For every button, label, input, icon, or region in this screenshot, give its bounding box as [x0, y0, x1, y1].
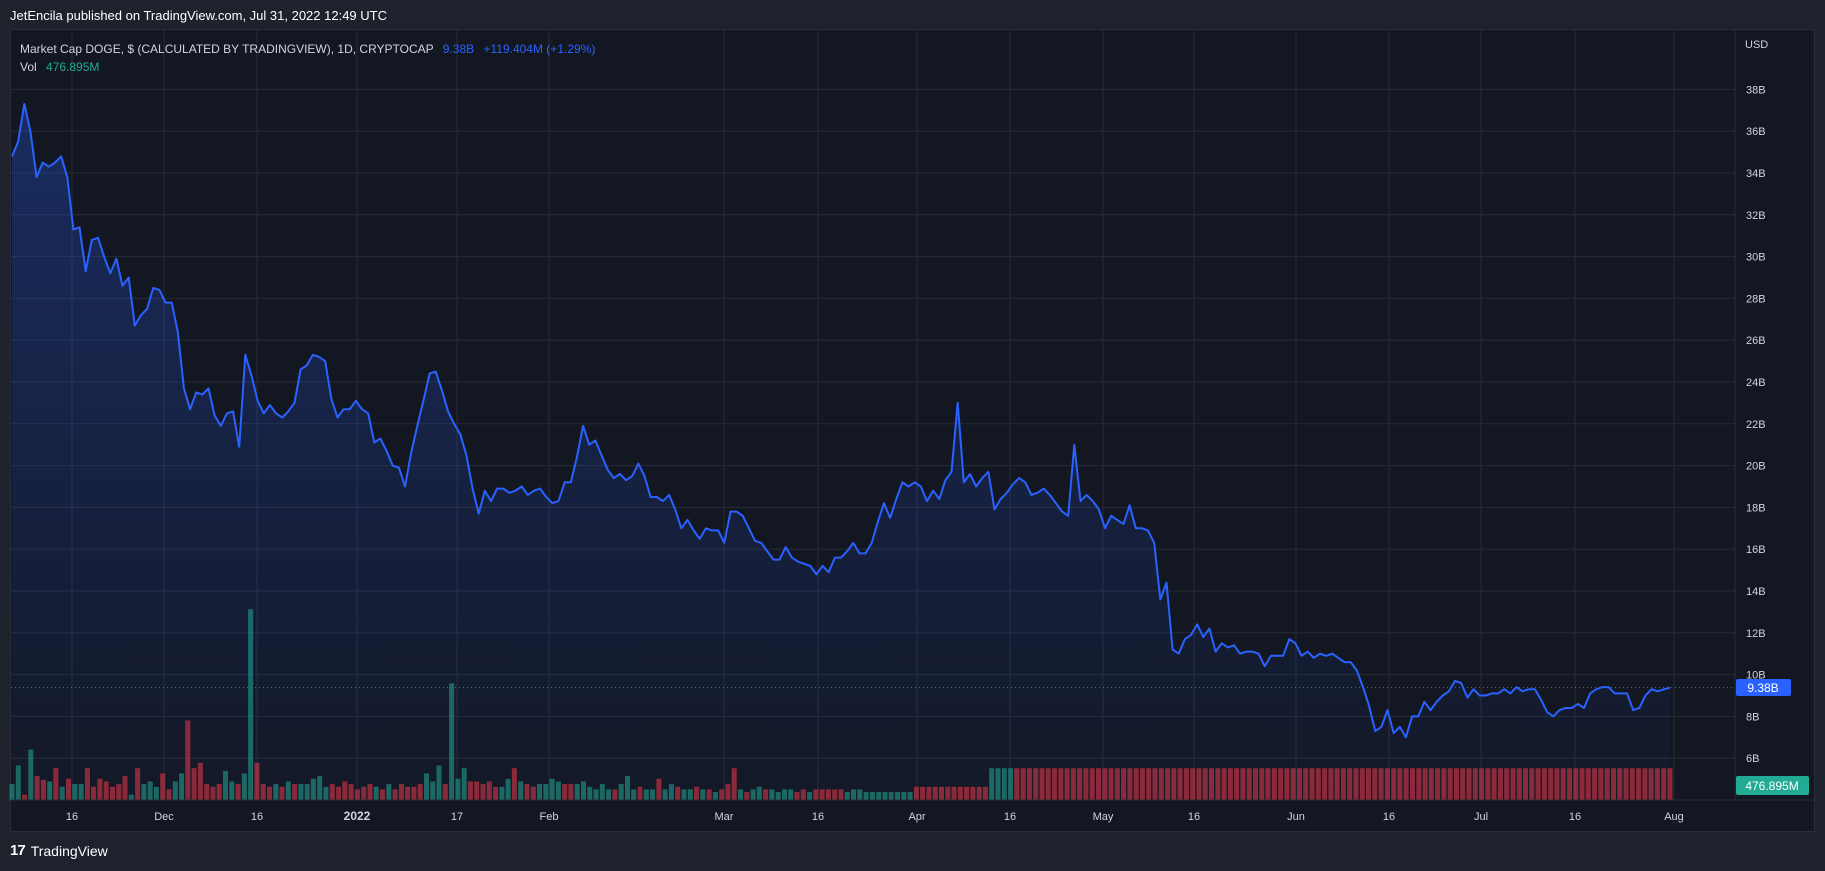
price-tick-label: 34B: [1746, 168, 1766, 180]
time-tick-label: 17: [451, 811, 463, 823]
time-tick-label: 16: [1569, 811, 1581, 823]
price-scale: 6B 8B 10B 12B 14B 16B 18B 20B 22B 24B 26B 28B 30B 32B…: [1746, 84, 1766, 765]
price-tick-label: 30B: [1746, 252, 1766, 264]
area-fill: [12, 104, 1670, 800]
time-tick-label: 16: [812, 811, 824, 823]
price-tick-label: 8B: [1746, 711, 1759, 723]
time-tick-label: Apr: [908, 811, 925, 823]
time-tick-label: 16: [1188, 811, 1200, 823]
price-tick-label: 18B: [1746, 502, 1766, 514]
last-volume-label: 476.895M: [1745, 779, 1798, 793]
last-volume-badge: 476.895M: [1736, 776, 1809, 795]
price-tick-label: 26B: [1746, 335, 1766, 347]
time-tick-label: May: [1093, 811, 1114, 823]
price-tick-label: 38B: [1746, 84, 1766, 96]
last-price-label: 9.38B: [1747, 681, 1778, 695]
currency-label: USD: [1745, 39, 1768, 51]
time-tick-label: Jul: [1474, 811, 1488, 823]
published-by-text: JetEncila published on TradingView.com, …: [10, 8, 387, 23]
price-tick-label: 20B: [1746, 461, 1766, 473]
time-scale: 16 Dec 16 2022 17 Feb Mar 16 Apr 16 May 16 Jun 16 Jul 1…: [66, 809, 1684, 823]
time-tick-label: 16: [251, 811, 263, 823]
price-tick-label: 6B: [1746, 753, 1759, 765]
price-tick-label: 36B: [1746, 126, 1766, 138]
price-tick-label: 12B: [1746, 628, 1766, 640]
price-tick-label: 10B: [1746, 670, 1766, 682]
footer-brand[interactable]: 17 TradingView: [10, 842, 108, 859]
time-tick-label: 2022: [344, 809, 371, 823]
time-tick-label: Mar: [715, 811, 734, 823]
price-tick-label: 32B: [1746, 210, 1766, 222]
price-tick-label: 28B: [1746, 293, 1766, 305]
last-price-badge: 9.38B: [1736, 679, 1791, 696]
time-tick-label: 16: [1383, 811, 1395, 823]
tradingview-logo-icon: 17: [10, 842, 26, 859]
price-tick-label: 16B: [1746, 544, 1766, 556]
chart-legend: Market Cap DOGE, $ (CALCULATED BY TRADIN…: [20, 40, 595, 76]
price-tick-label: 14B: [1746, 586, 1766, 598]
price-tick-label: 22B: [1746, 419, 1766, 431]
time-tick-label: Dec: [154, 811, 174, 823]
market-cap-line: [11, 103, 1671, 739]
volume-value: 476.895M: [46, 60, 100, 74]
time-tick-label: 16: [1004, 811, 1016, 823]
volume-title[interactable]: Vol: [20, 60, 37, 74]
symbol-title[interactable]: Market Cap DOGE, $ (CALCULATED BY TRADIN…: [20, 42, 434, 56]
symbol-row: Market Cap DOGE, $ (CALCULATED BY TRADIN…: [20, 40, 595, 58]
price-tick-label: 24B: [1746, 377, 1766, 389]
brand-name: TradingView: [30, 842, 108, 859]
time-tick-label: Aug: [1664, 811, 1684, 823]
last-value: 9.38B: [442, 42, 475, 56]
time-tick-label: 16: [66, 811, 78, 823]
change-value: +119.404M (+1.29%): [483, 42, 596, 56]
volume-row: Vol 476.895M: [20, 58, 595, 76]
time-tick-label: Jun: [1287, 811, 1305, 823]
time-tick-label: Feb: [540, 811, 559, 823]
